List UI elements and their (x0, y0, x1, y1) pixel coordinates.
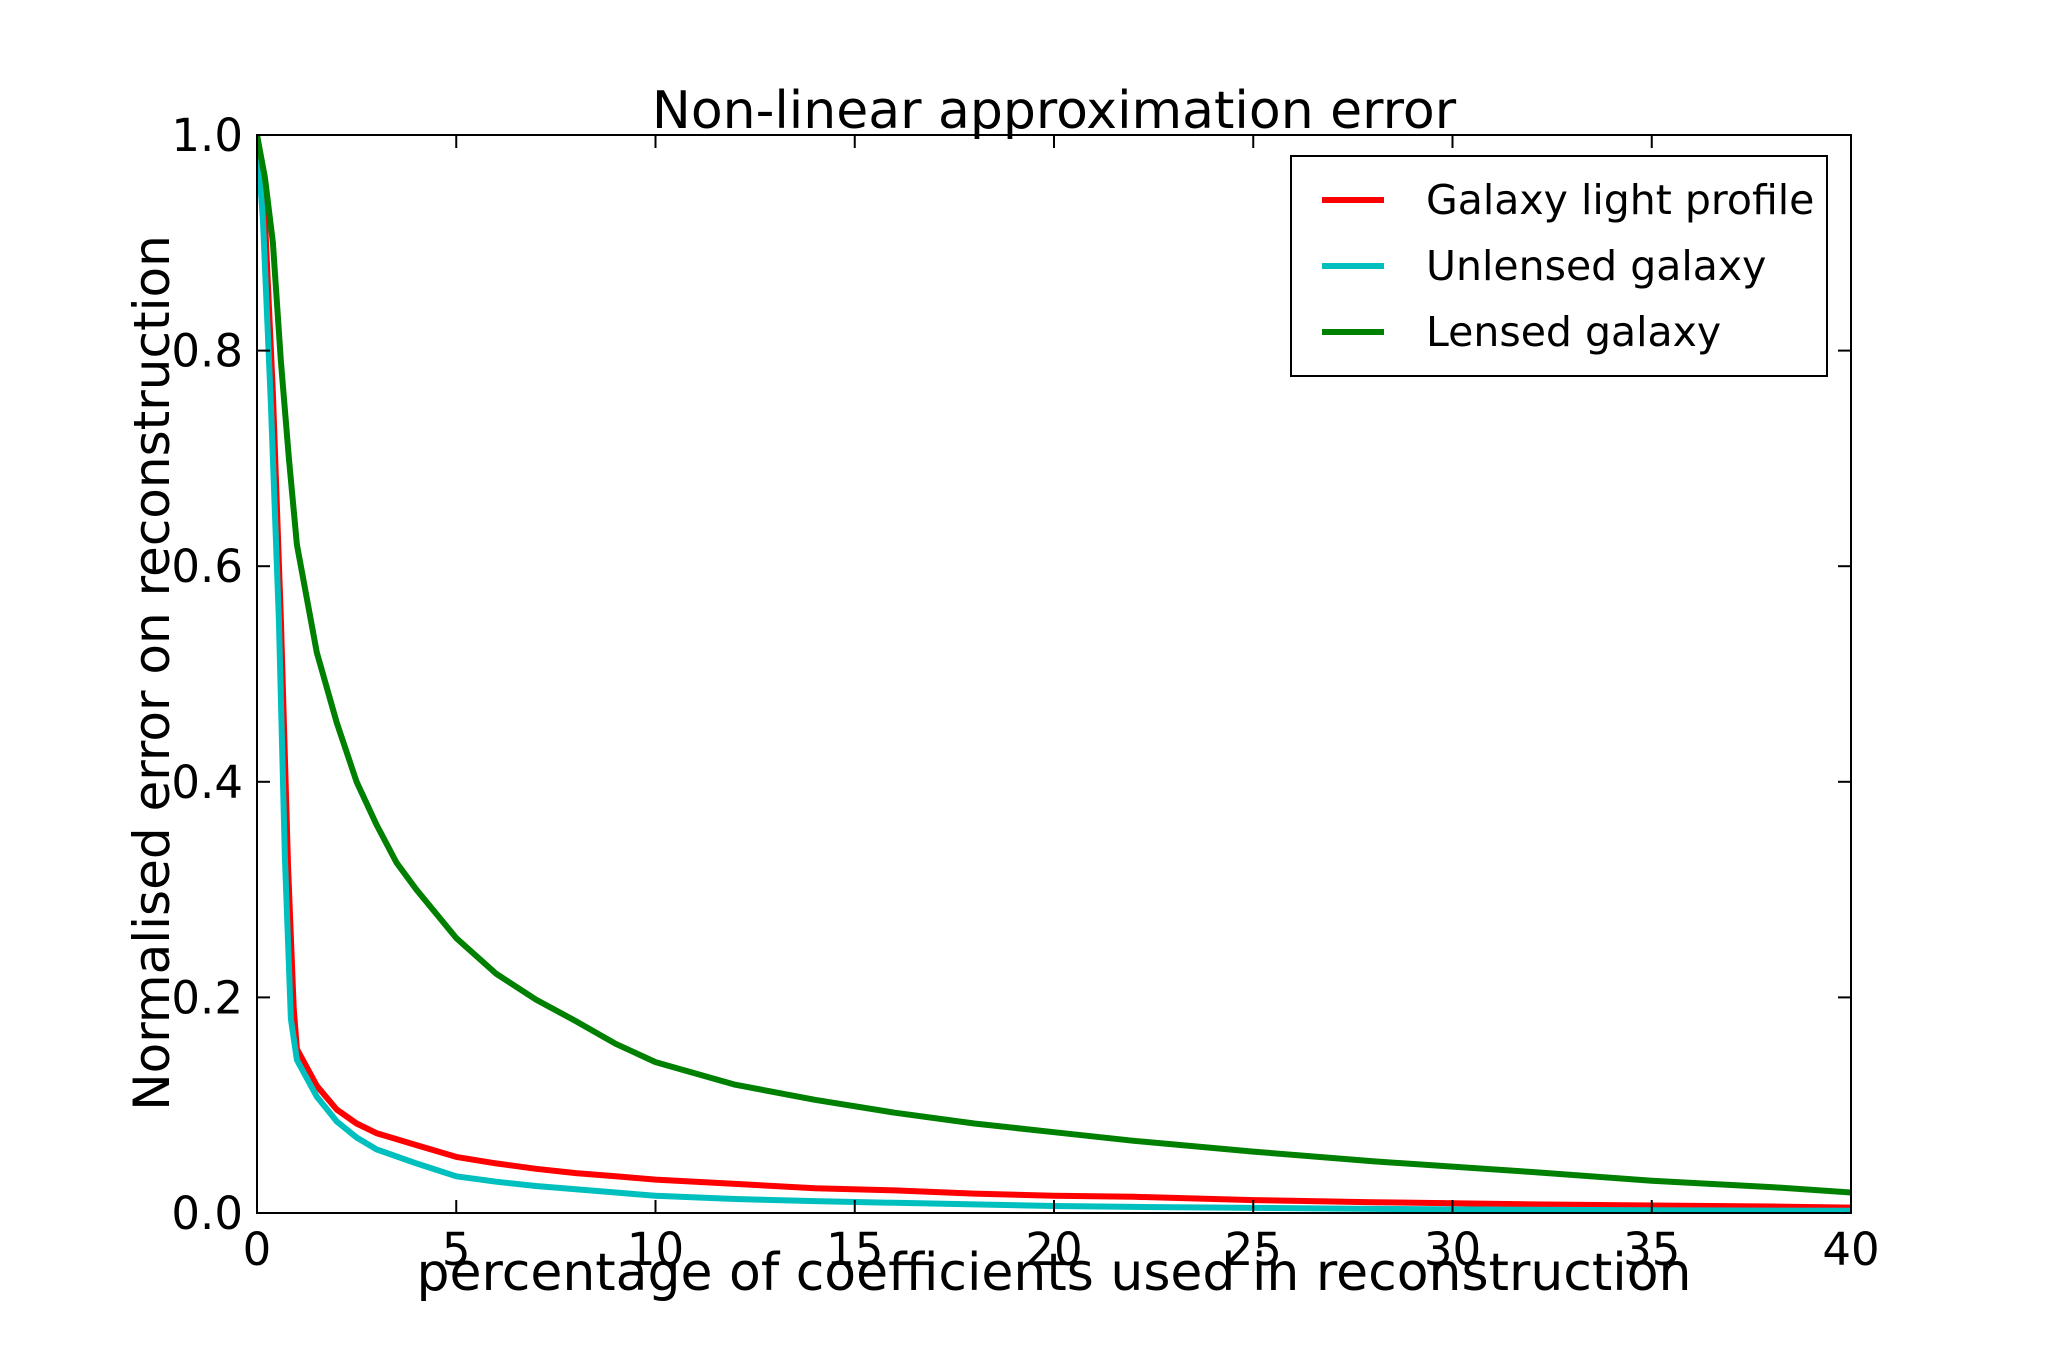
x-tick-label: 10 (627, 1223, 684, 1276)
legend-row-2: Unlensed galaxy (1292, 241, 1826, 290)
legend-swatch-unlensed-galaxy (1322, 263, 1384, 269)
series-line-unlensed-galaxy (257, 135, 1851, 1213)
y-tick-label: 0.6 (171, 540, 243, 593)
legend-label: Galaxy light profile (1426, 175, 1815, 224)
x-tick-label: 35 (1623, 1223, 1680, 1276)
x-tick-label: 20 (1025, 1223, 1082, 1276)
legend-swatch-lensed-galaxy (1322, 329, 1384, 335)
x-tick-label: 0 (243, 1223, 272, 1276)
legend-label: Unlensed galaxy (1426, 241, 1767, 290)
legend-label: Lensed galaxy (1426, 307, 1722, 356)
y-tick-label: 0.8 (171, 325, 243, 378)
chart-title: Non-linear approximation error (651, 81, 1457, 141)
series-line-lensed-galaxy (257, 135, 1851, 1196)
legend-row-1: Galaxy light profile (1292, 175, 1826, 224)
y-tick-label: 1.0 (171, 109, 243, 162)
x-tick-label: 40 (1822, 1223, 1879, 1276)
y-tick-label: 0.0 (171, 1187, 243, 1240)
x-tick-label: 5 (442, 1223, 471, 1276)
x-tick-label: 15 (826, 1223, 883, 1276)
series-line-galaxy-light-profile (257, 135, 1851, 1211)
x-tick-label: 25 (1225, 1223, 1282, 1276)
x-tick-label: 30 (1424, 1223, 1481, 1276)
legend-swatch-galaxy-light-profile (1322, 197, 1384, 203)
legend-row-3: Lensed galaxy (1292, 307, 1826, 356)
x-axis-label: percentage of coefficients used in recon… (416, 1243, 1692, 1303)
y-axis-label: Normalised error on reconstruction (123, 235, 181, 1111)
y-tick-label: 0.2 (171, 971, 243, 1024)
y-tick-label: 0.4 (171, 756, 243, 809)
legend: Galaxy light profile Unlensed galaxy Lense… (1290, 155, 1828, 377)
